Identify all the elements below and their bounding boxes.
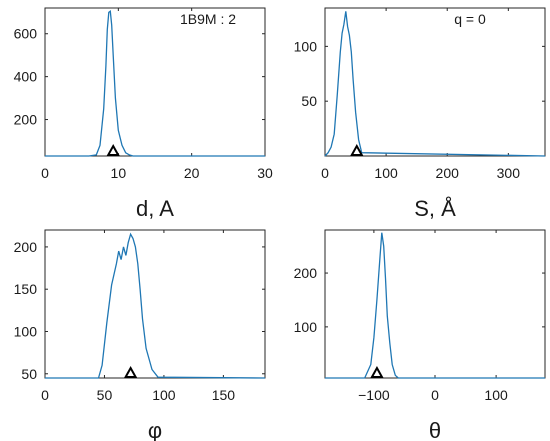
distribution-line (324, 11, 546, 157)
reference-marker (123, 365, 138, 378)
x-tick-label: 0 (431, 387, 439, 403)
subplot-2: 0 100 200 300 50 100 S, Å q = 0 (294, 7, 546, 221)
y-tick-label: 100 (294, 38, 318, 54)
reference-marker (350, 143, 364, 156)
axes-frame (44, 229, 266, 379)
reference-marker (106, 143, 120, 156)
x-tick-label: 100 (374, 165, 398, 181)
distribution-line (45, 232, 266, 379)
y-tick-label: 600 (14, 26, 38, 42)
x-axis-label: d, A (136, 196, 174, 221)
x-axis-label: φ (148, 418, 162, 441)
y-tick-label: 200 (14, 112, 38, 128)
y-tick-label: 200 (294, 265, 318, 281)
x-tick-label: 150 (212, 387, 236, 403)
x-tick-label: −100 (358, 387, 390, 403)
x-axis-label: S, Å (414, 196, 456, 221)
x-tick-label: 300 (497, 165, 521, 181)
axes-frame (324, 7, 546, 157)
axes-frame (324, 229, 546, 379)
y-tick-label: 400 (14, 69, 38, 85)
x-tick-label: 0 (41, 165, 49, 181)
x-tick-label: 0 (41, 387, 49, 403)
subplot-1: 0 10 20 30 200 400 600 d, A 1B9M : 2 (14, 7, 273, 221)
subplot-4: −100 0 100 100 200 θ (294, 229, 546, 441)
x-tick-label: 100 (484, 387, 508, 403)
y-tick-label: 50 (301, 93, 317, 109)
x-tick-label: 100 (152, 387, 176, 403)
y-tick-label: 150 (14, 281, 38, 297)
x-axis-label: θ (429, 418, 441, 441)
distribution-line (325, 232, 545, 379)
y-tick-label: 200 (14, 239, 38, 255)
x-tick-label: 50 (97, 387, 113, 403)
y-tick-label: 100 (14, 323, 38, 339)
axes-frame (44, 7, 266, 157)
plot-annotation: 1B9M : 2 (180, 11, 236, 27)
x-tick-label: 0 (321, 165, 329, 181)
x-tick-label: 30 (257, 165, 273, 181)
plot-annotation: q = 0 (454, 11, 486, 27)
distribution-line (45, 10, 265, 157)
y-tick-label: 50 (21, 366, 37, 382)
x-tick-label: 200 (436, 165, 460, 181)
y-tick-label: 100 (294, 319, 318, 335)
x-tick-label: 20 (184, 165, 200, 181)
reference-marker (370, 365, 384, 378)
x-tick-label: 10 (111, 165, 127, 181)
